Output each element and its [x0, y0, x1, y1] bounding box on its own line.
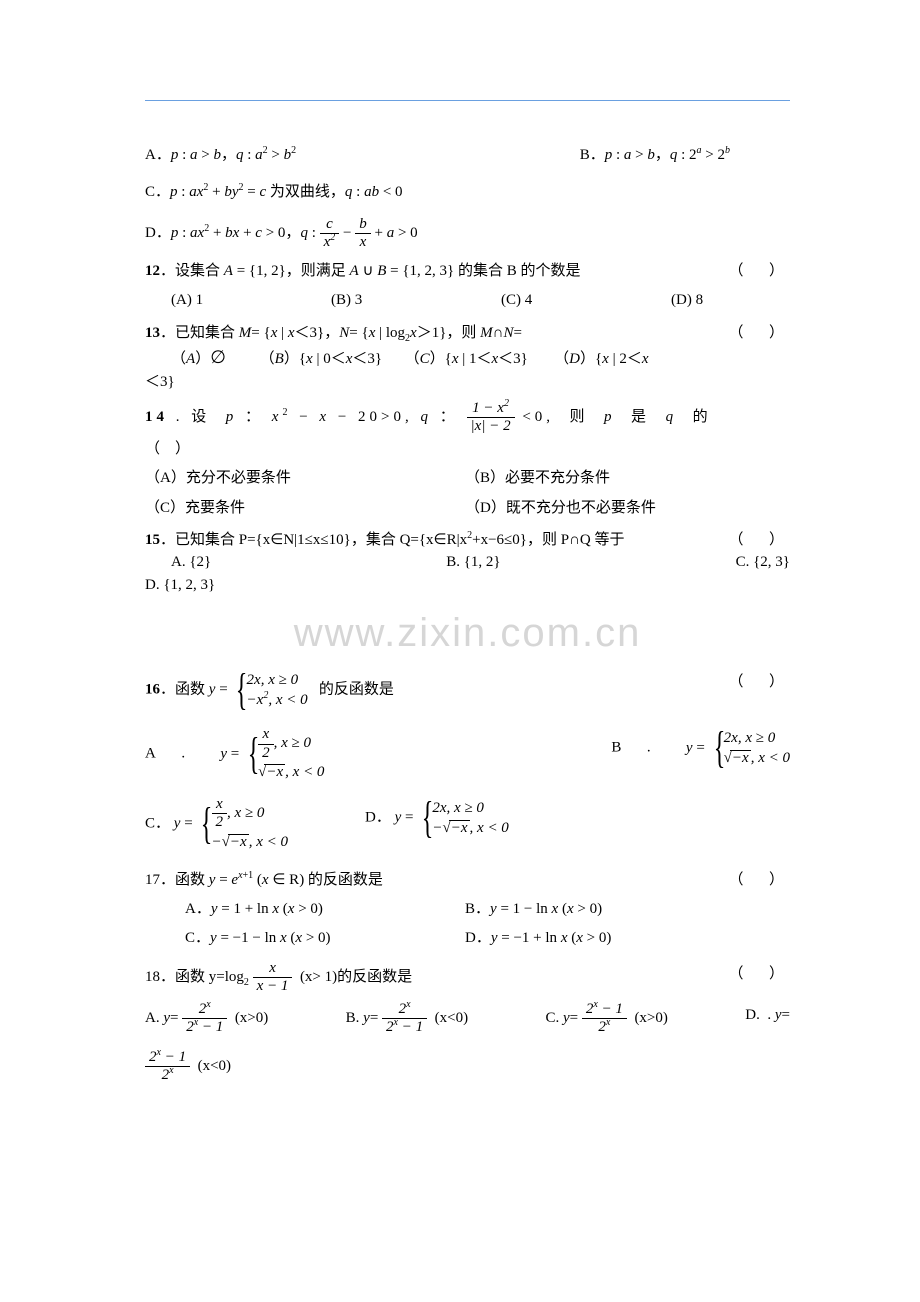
q15-A: A. {2}	[171, 551, 211, 574]
q18-D-lead: D. . y=	[745, 1001, 790, 1037]
q17-D: D．y = −1 + ln x (x > 0)	[465, 924, 611, 953]
header-line	[145, 100, 790, 101]
q16: 16．函数 y = {2x, x ≥ 0−x2, x < 0 的反函数是 （ ）…	[145, 668, 790, 852]
q14-D: （D）既不充分也不必要条件	[465, 494, 656, 523]
q17-B: B．y = 1 − ln x (x > 0)	[465, 895, 602, 924]
q11-opt-C: C．p : ax2 + by2 = c 为双曲线，q : ab < 0	[145, 178, 790, 207]
document-page: A．p : a > b，q : a2 > b2 B．p : a > b，q : …	[0, 0, 920, 1150]
q14-C: （C）充要条件	[145, 494, 465, 523]
q18-C: C. y= 2x − 12x (x>0)	[545, 1001, 667, 1037]
q12-A: (A) 1	[171, 286, 331, 315]
q12-B: (B) 3	[331, 286, 501, 315]
q11-opt-A: A．p : a > b，q : a2 > b2	[145, 141, 296, 170]
q16-B: B . y = {2x, x ≥ 0√−x, x < 0	[611, 726, 790, 782]
q15: 15．已知集合 P={x∈N|1≤x≤10}，集合 Q={x∈R|x2+x−6≤…	[145, 529, 790, 597]
q14: 14 . 设 p ： x2 − x − 20>0, q ： 1 − x2|x| …	[145, 400, 790, 523]
q11-opt-D: D．p : ax2 + bx + c > 0，q : cx2 − bx + a …	[145, 216, 790, 252]
q16-C: C． y = {x2, x ≥ 0−√−x, x < 0	[145, 796, 365, 852]
q18-B: B. y= 2x2x − 1 (x<0)	[346, 1001, 468, 1037]
q18: 18．函数 y=log2 xx − 1 (x> 1)的反函数是 （ ） A. y…	[145, 960, 790, 1085]
q18-D-rest: 2x − 12x (x<0)	[145, 1058, 231, 1074]
q14-A: （A）充分不必要条件	[145, 464, 465, 493]
watermark: www.zixin.com.cn	[145, 594, 790, 672]
answer-paren: （ ）	[728, 257, 790, 286]
q12-D: (D) 8	[671, 286, 703, 315]
q17-C: C．y = −1 − ln x (x > 0)	[185, 924, 465, 953]
q12-C: (C) 4	[501, 286, 671, 315]
q17: 17．函数 y = ex+1 (x ∈ R) 的反函数是 （ ） A．y = 1…	[145, 866, 790, 954]
q14-B: （B）必要不充分条件	[465, 464, 610, 493]
q15-C: C. {2, 3}	[736, 551, 790, 574]
q12: 12．设集合 A = {1, 2}，则满足 A ∪ B = {1, 2, 3} …	[145, 257, 790, 316]
q17-A: A．y = 1 + ln x (x > 0)	[185, 895, 465, 924]
q11-opt-B: B．p : a > b，q : 2a > 2b	[580, 141, 730, 170]
q16-D: D． y = {2x, x ≥ 0−√−x, x < 0	[365, 796, 509, 852]
q18-A: A. y= 2x2x − 1 (x>0)	[145, 1001, 268, 1037]
q15-B: B. {1, 2}	[446, 551, 500, 574]
q15-D: D. {1, 2, 3}	[145, 574, 790, 597]
q11-options: A．p : a > b，q : a2 > b2 B．p : a > b，q : …	[145, 141, 790, 251]
q13: 13．已知集合 M= {x | x＜3}，N= {x | log2x＞1}，则 …	[145, 322, 790, 394]
q16-A: A . y = {x2, x ≥ 0√−x, x < 0	[145, 726, 485, 782]
